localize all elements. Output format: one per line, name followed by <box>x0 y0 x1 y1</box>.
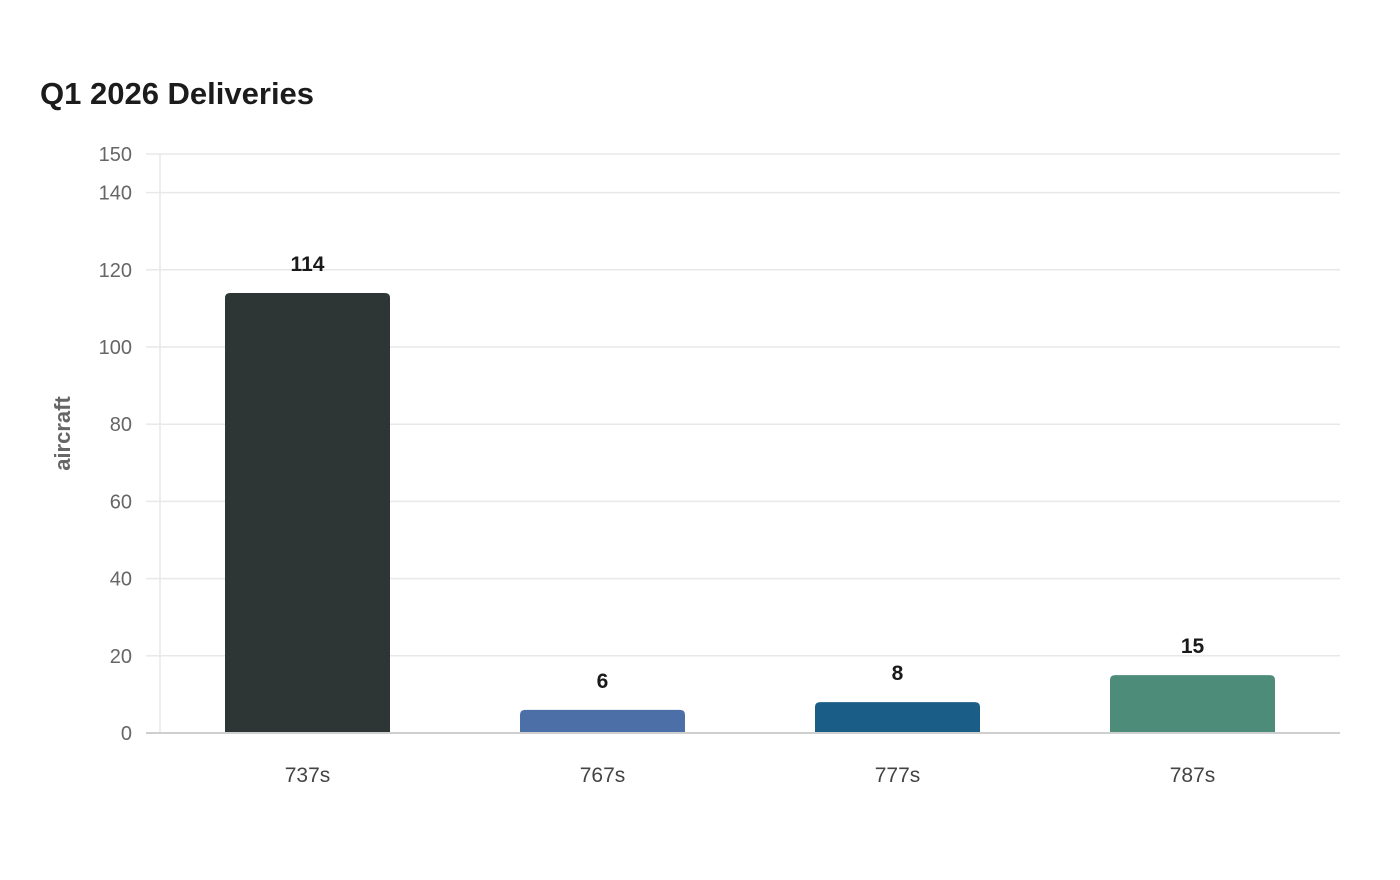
y-tick-label: 40 <box>110 569 132 591</box>
x-tick-label: 737s <box>285 764 331 787</box>
y-tick-label: 120 <box>99 260 132 282</box>
x-tick-label: 767s <box>580 764 626 787</box>
data-label: 6 <box>597 670 609 693</box>
chart-title: Q1 2026 Deliveries <box>40 76 315 111</box>
y-tick-label: 20 <box>110 646 132 668</box>
y-tick-label: 150 <box>99 144 132 166</box>
y-axis-label: aircraft <box>50 396 75 471</box>
labels: 0 20 40 60 80 100 120 140 150 114 737s 6 767s 8 777s 15… <box>50 144 1215 787</box>
x-tick-label: 787s <box>1170 764 1216 787</box>
data-label: 15 <box>1181 635 1205 658</box>
data-label: 114 <box>291 253 325 276</box>
bars <box>225 292 1275 733</box>
y-tick-label: 80 <box>110 414 132 436</box>
axes <box>146 154 1340 734</box>
y-tick-label: 140 <box>99 183 132 205</box>
x-tick-label: 777s <box>875 764 921 787</box>
y-tick-label: 100 <box>99 337 132 359</box>
data-label: 8 <box>892 662 904 685</box>
bar-737s <box>225 292 390 733</box>
bar-777s <box>815 702 980 733</box>
y-tick-label: 0 <box>121 723 132 745</box>
bar-787s <box>1110 675 1275 733</box>
y-tick-label: 60 <box>110 491 132 513</box>
bar-767s <box>520 709 685 733</box>
